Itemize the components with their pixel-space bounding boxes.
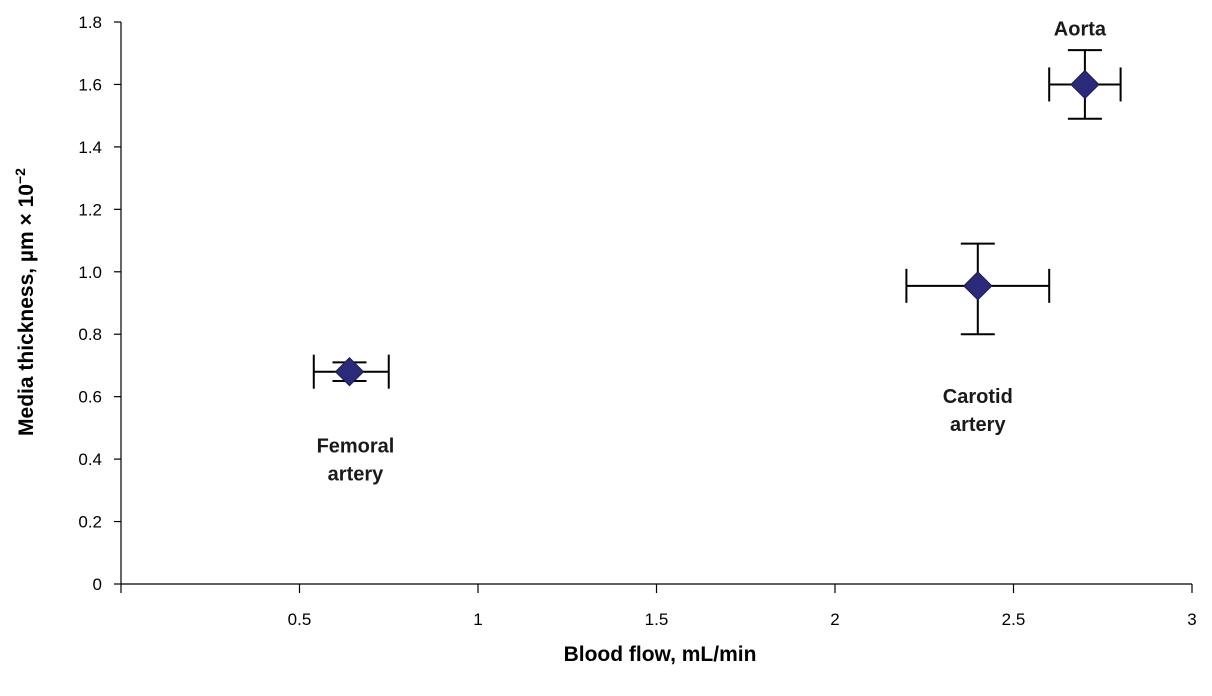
y-tick-label: 1.6 bbox=[78, 75, 102, 94]
y-tick-label: 0.8 bbox=[78, 325, 102, 344]
point-label: artery bbox=[950, 414, 1006, 436]
y-axis-title-main: Media thickness, µm × 10 bbox=[15, 184, 38, 436]
data-point-group bbox=[312, 354, 390, 389]
diamond-marker bbox=[1070, 69, 1100, 100]
point-label: Femoral bbox=[317, 436, 395, 458]
y-tick-label: 0 bbox=[93, 575, 102, 594]
x-axis-title: Blood flow, mL/min bbox=[564, 643, 757, 666]
tick-labels: 0.5 1 1.5 2 2.5 3 0 0.2 0.4 0.6 0.8 1.0 1.2 1.4 1.6 1.8 bbox=[78, 13, 1196, 629]
data-point-group bbox=[1048, 49, 1122, 120]
y-tick-label: 0.2 bbox=[78, 513, 102, 532]
diamond-marker bbox=[334, 356, 365, 387]
x-tick-label: 0.5 bbox=[288, 610, 312, 629]
y-tick-label: 1.4 bbox=[78, 138, 102, 157]
x-tick-label: 1 bbox=[473, 610, 482, 629]
data-points bbox=[312, 49, 1122, 389]
x-tick-label: 2 bbox=[830, 610, 839, 629]
y-axis-title: Media thickness, µm × 10−2 bbox=[12, 168, 38, 436]
axes bbox=[114, 21, 1193, 593]
x-tick-label: 2.5 bbox=[1002, 610, 1026, 629]
data-point-group bbox=[905, 242, 1051, 336]
y-tick-label: 0.6 bbox=[78, 388, 102, 407]
point-label: artery bbox=[328, 464, 384, 486]
y-tick-label: 1.2 bbox=[78, 200, 102, 219]
point-label: Carotid bbox=[943, 386, 1013, 408]
point-label: Aorta bbox=[1054, 18, 1107, 40]
y-tick-label: 1.8 bbox=[78, 13, 102, 32]
y-tick-label: 0.4 bbox=[78, 450, 102, 469]
x-tick-label: 1.5 bbox=[645, 610, 669, 629]
y-tick-label: 1.0 bbox=[78, 263, 102, 282]
point-labels: Femoral artery Carotid artery Aorta bbox=[317, 18, 1107, 485]
x-tick-label: 3 bbox=[1187, 610, 1196, 629]
diamond-marker bbox=[963, 271, 993, 301]
y-axis-title-exponent: −2 bbox=[12, 168, 28, 184]
